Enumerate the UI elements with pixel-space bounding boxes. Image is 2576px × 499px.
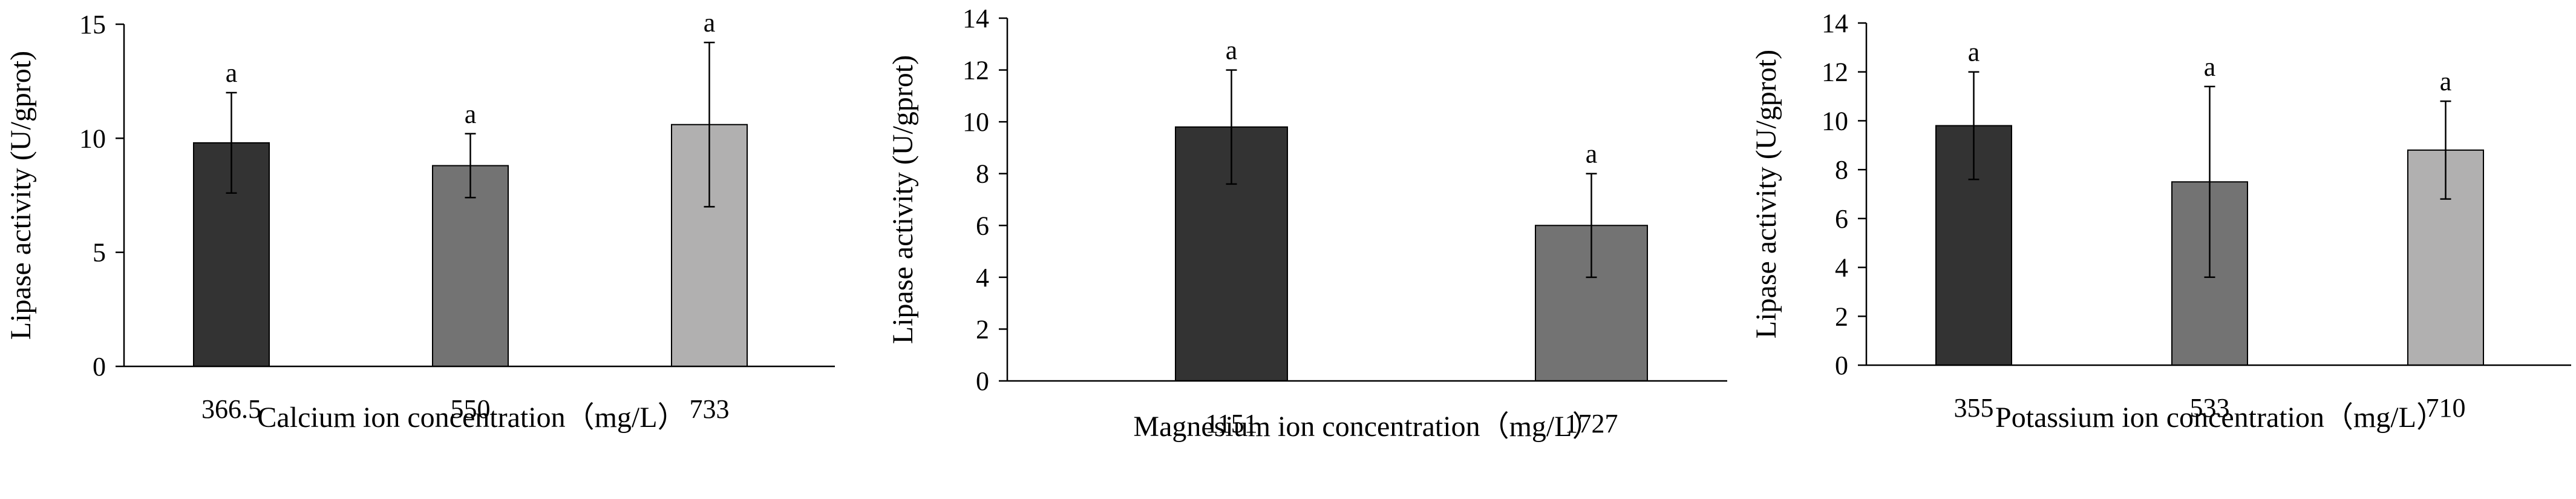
significance-label-1: a (465, 99, 477, 129)
significance-label-2: a (704, 8, 716, 38)
y-tick-label-2: 4 (976, 263, 989, 292)
x-axis-title: Potassium ion concentration（mg/L） (1995, 402, 2445, 434)
potassium-chart-panel: a 355 a 533 a 710 0 2 4 6 8 10 12 14 Lipase activity (… (1750, 8, 2571, 434)
x-tick-label-1: 533 (2190, 393, 2230, 423)
y-tick-label-2: 4 (1835, 253, 1848, 283)
significance-label-0: a (226, 58, 238, 88)
y-tick-label-1: 5 (93, 238, 106, 268)
significance-label-0: a (1226, 36, 1238, 65)
x-tick-label-0: 1151 (1205, 409, 1257, 438)
significance-label-0: a (1968, 38, 1980, 67)
y-tick-label-7: 14 (963, 4, 989, 33)
significance-label-1: a (2204, 52, 2216, 82)
significance-label-2: a (2440, 67, 2452, 96)
x-tick-label-0: 366.5 (201, 394, 261, 424)
y-tick-label-3: 15 (79, 10, 106, 39)
x-tick-label-1: 1727 (1565, 409, 1618, 438)
x-tick-label-1: 550 (451, 394, 491, 424)
y-tick-label-4: 8 (976, 159, 989, 189)
y-tick-label-4: 8 (1835, 155, 1848, 185)
x-axis-title: Magnesium ion concentration（mg/L） (1133, 411, 1601, 443)
y-tick-label-6: 12 (1822, 58, 1848, 87)
y-tick-label-5: 10 (963, 107, 989, 137)
y-axis-title: Lipase activity (U/gprot) (5, 51, 37, 340)
y-axis-title: Lipase activity (U/gprot) (887, 55, 919, 344)
y-tick-label-0: 0 (1835, 351, 1848, 380)
y-axis-title: Lipase activity (U/gprot) (1750, 50, 1782, 339)
x-tick-label-0: 355 (1954, 393, 1994, 423)
y-tick-label-3: 6 (1835, 204, 1848, 234)
y-tick-label-7: 14 (1822, 8, 1848, 38)
y-tick-label-2: 10 (79, 124, 106, 153)
magnesium-chart-panel: a 1151 a 1727 0 2 4 6 8 10 12 14 Lipase activity (U/… (887, 4, 1727, 443)
significance-label-1: a (1586, 139, 1598, 169)
y-tick-label-6: 12 (963, 56, 989, 85)
y-tick-label-5: 10 (1822, 106, 1848, 136)
x-tick-label-2: 710 (2426, 393, 2466, 423)
y-tick-label-0: 0 (93, 352, 106, 382)
y-tick-label-3: 6 (976, 211, 989, 240)
y-tick-label-1: 2 (1835, 302, 1848, 331)
x-tick-label-2: 733 (690, 394, 730, 424)
calcium-chart-panel: a 366.5 a 550 a 733 0 5 10 15 Lipase activity (U/g… (5, 8, 835, 434)
y-tick-label-1: 2 (976, 314, 989, 344)
y-tick-label-0: 0 (976, 366, 989, 396)
x-axis-title: Calcium ion concentration（mg/L） (257, 402, 686, 434)
